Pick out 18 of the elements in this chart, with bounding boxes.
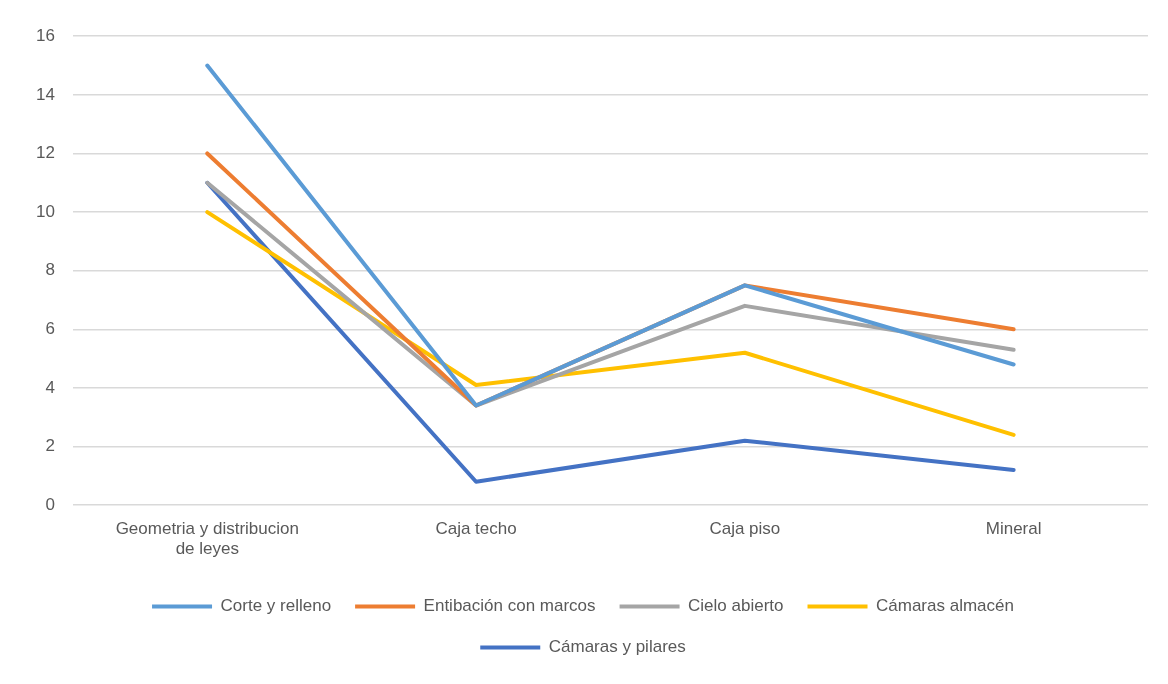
y-tick-label: 10	[35, 201, 55, 221]
legend-label: Entibación con marcos	[423, 596, 596, 616]
y-tick-label: 4	[45, 377, 55, 397]
y-tick-label: 12	[35, 143, 55, 163]
x-tick-label: Geometria y distribucion de leyes	[115, 519, 299, 559]
y-tick-label: 6	[45, 319, 55, 339]
legend-label: Cámaras almacén	[876, 596, 1014, 616]
y-tick-label: 14	[35, 84, 55, 104]
y-tick-label: 16	[35, 25, 55, 45]
x-tick-label: Caja piso	[709, 519, 781, 539]
legend-label: Corte y relleno	[220, 596, 332, 616]
y-tick-label: 0	[45, 494, 55, 514]
legend-label: Cielo abierto	[688, 596, 784, 616]
x-tick-label: Mineral	[985, 519, 1042, 539]
legend-label: Cámaras y pilares	[548, 637, 686, 657]
y-tick-label: 2	[45, 436, 55, 456]
x-tick-label: Caja techo	[435, 519, 517, 539]
y-tick-label: 8	[45, 260, 55, 280]
